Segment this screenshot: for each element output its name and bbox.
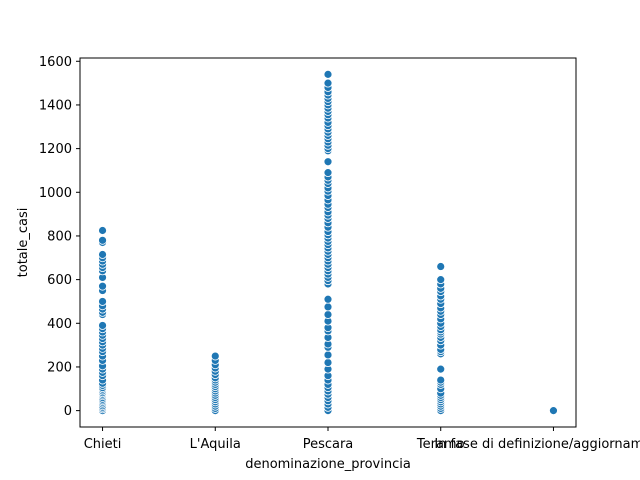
data-point xyxy=(436,275,446,285)
y-tick-label: 400 xyxy=(47,317,72,332)
data-point xyxy=(98,297,107,306)
data-point xyxy=(323,358,333,367)
y-axis-label: totale_casi xyxy=(16,208,31,278)
data-point xyxy=(323,294,333,304)
data-point xyxy=(436,375,446,385)
data-point xyxy=(98,226,107,235)
data-point xyxy=(323,157,333,167)
data-point xyxy=(98,281,107,291)
y-tick-label: 1400 xyxy=(39,98,72,113)
data-point xyxy=(323,310,333,319)
data-point xyxy=(323,350,333,360)
x-tick-label: In fase di definizione/aggiornamento xyxy=(434,437,640,452)
data-point xyxy=(549,406,558,416)
data-points xyxy=(98,69,558,416)
y-tick-label: 1200 xyxy=(39,142,72,157)
data-point xyxy=(210,351,220,361)
x-tick-label: Teramo xyxy=(416,437,465,452)
x-tick-label: Pescara xyxy=(303,437,354,452)
y-tick-label: 0 xyxy=(64,404,72,419)
x-tick-label: L'Aquila xyxy=(190,437,241,452)
data-point xyxy=(323,302,333,312)
data-point xyxy=(323,168,333,178)
y-tick-label: 1000 xyxy=(39,186,72,201)
data-point xyxy=(323,78,333,88)
y-tick-label: 200 xyxy=(47,360,72,375)
y-tick-label: 800 xyxy=(47,229,72,244)
data-point xyxy=(98,235,107,245)
data-point xyxy=(323,69,333,79)
data-point xyxy=(98,321,107,330)
data-point xyxy=(436,262,446,271)
data-point xyxy=(98,250,107,259)
y-tick-label: 600 xyxy=(47,273,72,288)
y-axis-ticks: 0 200 400 600 800 1000 1200 1400 1600 xyxy=(39,55,80,419)
y-tick-label: 1600 xyxy=(39,55,72,70)
plot-frame xyxy=(79,57,577,428)
data-point xyxy=(436,364,446,374)
x-axis-label: denominazione_provincia xyxy=(245,457,411,472)
x-tick-label: Chieti xyxy=(84,437,122,452)
